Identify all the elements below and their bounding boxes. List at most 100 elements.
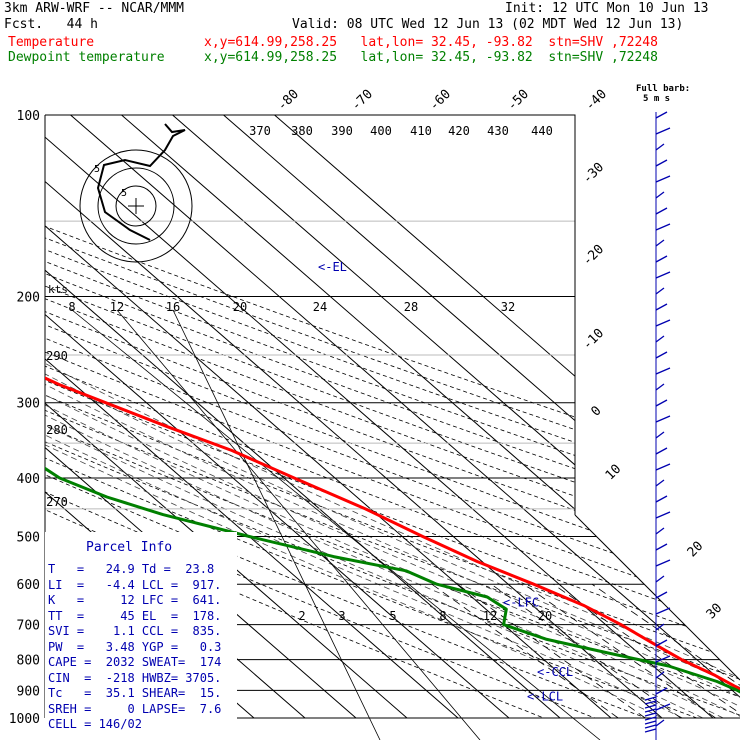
hodograph-trace (96, 123, 186, 241)
wind-barb (644, 720, 657, 725)
parcel-row: TT = 45 EL = 178. (48, 608, 222, 623)
wind-barb (655, 591, 668, 599)
temperature-location: x,y=614.99,258.25 lat,lon= 32.45, -93.82… (204, 35, 658, 50)
isotherm-line (45, 115, 663, 719)
wind-barb (655, 239, 665, 247)
wind-barb (655, 703, 671, 711)
theta-label: 420 (448, 124, 470, 138)
hodograph-ring (97, 167, 175, 245)
hodograph-speed-line (116, 309, 481, 740)
isotherm-line (45, 115, 510, 719)
pressure-tick-label: 900 (17, 684, 40, 699)
temperature-trace (45, 115, 740, 719)
hodograph-ring-label: 20 (233, 300, 247, 314)
wind-barb (644, 724, 657, 729)
dry-adiabat-line (45, 115, 740, 719)
temperature-legend: Temperature (8, 35, 95, 50)
mixing-ratio-line (431, 583, 619, 719)
isotherm-label: -20 (580, 242, 607, 269)
dry-adiabat-line (45, 115, 647, 719)
pressure-tick-label: 1000 (9, 712, 40, 727)
init-time: Init: 12 UTC Mon 10 Jun 13 (505, 1, 709, 16)
level-marker-label: <-EL (318, 260, 347, 274)
parcel-row: T = 24.9 Td = 23.8 (48, 562, 215, 576)
wind-barb (644, 696, 657, 701)
isotherm-label: 10 (603, 462, 625, 484)
isotherm-line (70, 115, 740, 719)
isotherm-line (45, 115, 714, 719)
dry-adiabat-line (45, 115, 698, 719)
level-marker-label: <-LCL (527, 689, 563, 703)
isotherm-line (45, 115, 612, 719)
theta-label: 440 (531, 124, 553, 138)
mixing-ratio-label: 20 (538, 609, 552, 623)
wind-barb (655, 655, 671, 663)
wind-barb (655, 575, 665, 583)
hodograph-ring-label: 32 (501, 300, 515, 314)
hodograph-label: 5 (94, 164, 100, 175)
isotherm-label: -60 (427, 87, 454, 114)
hodograph: 55 (79, 123, 193, 263)
isotherm-line (172, 115, 740, 719)
wind-barb (644, 728, 657, 733)
wind-barb (655, 527, 665, 535)
dewpoint-trace (45, 115, 740, 720)
wind-barb (655, 287, 665, 295)
profile-traces (45, 115, 740, 720)
parcel-row: K = 12 LFC = 641. (48, 593, 222, 607)
hodograph-ring-label: 24 (313, 300, 327, 314)
wind-barb (655, 207, 668, 215)
level-marker-label: <-CCL (537, 665, 573, 679)
parcel-info-panel: Parcel Info T = 24.9 Td = 23.8 LI = -4.4… (48, 540, 221, 742)
parcel-row: CAPE = 2032 SWEAT= 174 (48, 655, 222, 669)
plot-frame (45, 114, 576, 515)
hodograph-ring (115, 185, 157, 227)
parcel-row: LI = -4.4 LCL = 917. (48, 577, 222, 592)
hodograph-ring-label: 16 (166, 300, 180, 314)
isotherm-label: -70 (349, 87, 376, 114)
isotherm-line (223, 115, 740, 719)
theta-label: 370 (249, 124, 271, 138)
wind-barb (644, 712, 657, 717)
isotherm-label: 30 (704, 601, 726, 623)
pressure-tick-label: 600 (17, 578, 40, 593)
wind-barb (655, 143, 665, 151)
wind-barb (655, 383, 665, 391)
wind-barb (655, 111, 668, 119)
isotherm-label: -10 (580, 326, 607, 353)
wind-barb (655, 511, 671, 519)
hodograph-speed-line (172, 309, 381, 740)
wind-barb (655, 223, 671, 231)
wind-barb (655, 431, 665, 439)
dewpoint-location: x,y=614.99,258.25 lat,lon= 32.45, -93.82… (204, 50, 658, 65)
mixing-ratio-label: 8 (439, 609, 446, 623)
wind-barb (655, 319, 671, 327)
pressure-tick-label: 200 (17, 291, 40, 306)
theta-label: 280 (46, 423, 68, 437)
theta-label: 410 (410, 124, 432, 138)
isotherm-line (45, 115, 357, 719)
mixing-ratio-label: 12 (483, 609, 497, 623)
isotherm-label: 20 (685, 539, 707, 561)
wind-barb (655, 303, 668, 311)
pressure-tick-label: 400 (17, 472, 40, 487)
wind-barb (644, 716, 657, 721)
pressure-tick-label: 700 (17, 619, 40, 634)
hodograph-ring-label: 8 (68, 300, 75, 314)
pressure-tick-label: 100 (17, 109, 40, 124)
mixing-ratio-label: 5 (389, 609, 396, 623)
wind-barb (655, 463, 671, 471)
wind-barb (655, 175, 671, 183)
mixing-ratio-line (591, 583, 740, 719)
wind-barb (655, 719, 665, 727)
wind-barb (655, 559, 671, 567)
parcel-row: Tc = 35.1 SHEAR= 15. (48, 686, 222, 700)
wind-barb (655, 415, 671, 423)
wind-barb (655, 191, 665, 199)
theta-label: 390 (331, 124, 353, 138)
forecast-hour: Fcst. 44 h (4, 17, 98, 32)
wind-barb (655, 607, 671, 615)
wind-barb (655, 543, 668, 551)
hodograph-units: kts (48, 283, 68, 296)
theta-label: 380 (291, 124, 313, 138)
